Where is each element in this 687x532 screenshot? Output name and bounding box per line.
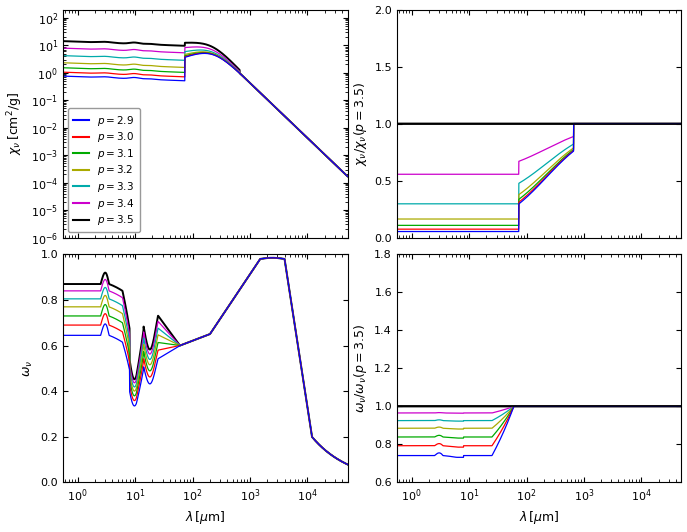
Y-axis label: $\omega_\nu$: $\omega_\nu$ xyxy=(21,360,35,377)
Y-axis label: $\omega_\nu/\omega_\nu(p=3.5)$: $\omega_\nu/\omega_\nu(p=3.5)$ xyxy=(352,323,369,413)
Legend: $p=2.9$, $p=3.0$, $p=3.1$, $p=3.2$, $p=3.3$, $p=3.4$, $p=3.5$: $p=2.9$, $p=3.0$, $p=3.1$, $p=3.2$, $p=3… xyxy=(68,109,139,232)
Y-axis label: $\chi_\nu/\chi_\nu(p=3.5)$: $\chi_\nu/\chi_\nu(p=3.5)$ xyxy=(352,81,369,165)
X-axis label: $\lambda\,[\mu{\rm m}]$: $\lambda\,[\mu{\rm m}]$ xyxy=(185,510,225,527)
X-axis label: $\lambda\,[\mu{\rm m}]$: $\lambda\,[\mu{\rm m}]$ xyxy=(519,510,559,527)
Y-axis label: $\chi_\nu\,[{\rm cm}^2/{\rm g}]$: $\chi_\nu\,[{\rm cm}^2/{\rm g}]$ xyxy=(5,92,25,155)
